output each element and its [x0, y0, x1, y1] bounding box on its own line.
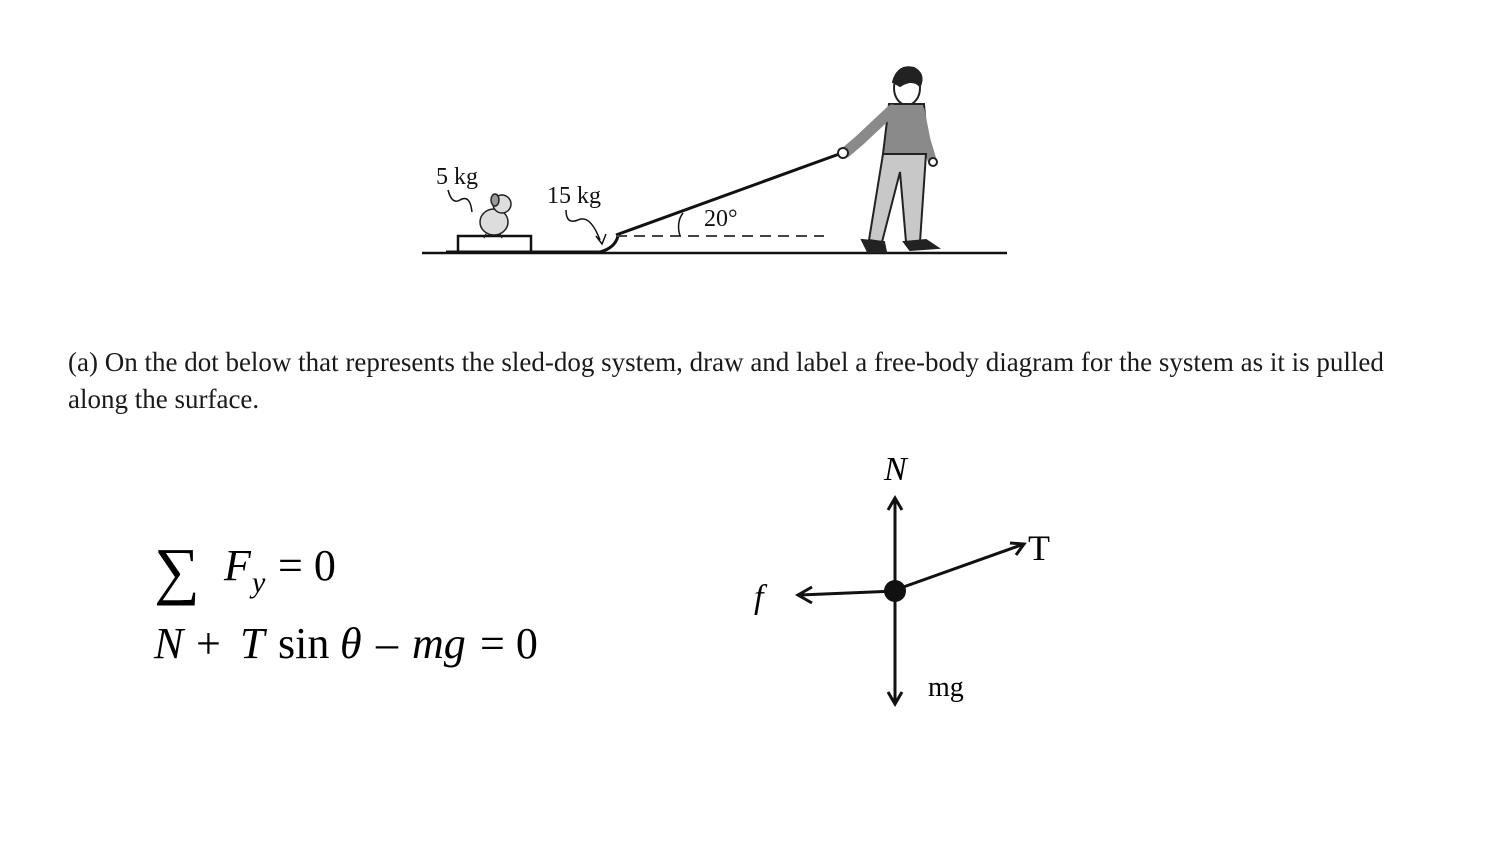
- force-symbol: F: [223, 541, 252, 590]
- equations: ∑ F y = 0 N + T sin θ – mg = 0: [153, 535, 538, 668]
- sled-mass-pointer: [565, 209, 601, 241]
- line1-rhs: = 0: [278, 541, 336, 590]
- dog-mass-label: 5 kg: [436, 164, 478, 190]
- dog-mass-pointer: [447, 189, 473, 213]
- sum-symbol: ∑: [154, 535, 200, 606]
- dog: [479, 193, 512, 239]
- angle-arc: [677, 212, 684, 237]
- sin-function: sin: [278, 619, 329, 668]
- angle-label: 20°: [704, 206, 738, 232]
- sled-dog-figure: 5 kg 15 kg 20°: [422, 66, 1007, 255]
- friction-arrow: [799, 589, 896, 597]
- friction-label: f: [754, 579, 768, 616]
- tension-term: T: [240, 619, 268, 668]
- system-dot: [884, 580, 906, 602]
- sled-mass-label: 15 kg: [547, 183, 601, 209]
- plus-operator: +: [196, 619, 221, 668]
- line2-rhs: = 0: [480, 619, 538, 668]
- person: [837, 66, 941, 253]
- free-body-diagram: N mg f T: [754, 451, 1050, 707]
- normal-force-label: N: [883, 451, 909, 488]
- minus-operator: –: [375, 619, 399, 668]
- normal-term: N: [153, 619, 186, 668]
- tension-label: T: [1028, 528, 1050, 568]
- weight-term: mg: [412, 619, 466, 668]
- rope: [615, 151, 843, 237]
- sled: [446, 234, 620, 254]
- force-subscript: y: [249, 566, 266, 599]
- question-text: (a) On the dot below that represents the…: [68, 347, 1384, 414]
- theta-symbol: θ: [340, 619, 362, 668]
- tension-arrow: [894, 542, 1025, 592]
- weight-label: mg: [928, 672, 964, 703]
